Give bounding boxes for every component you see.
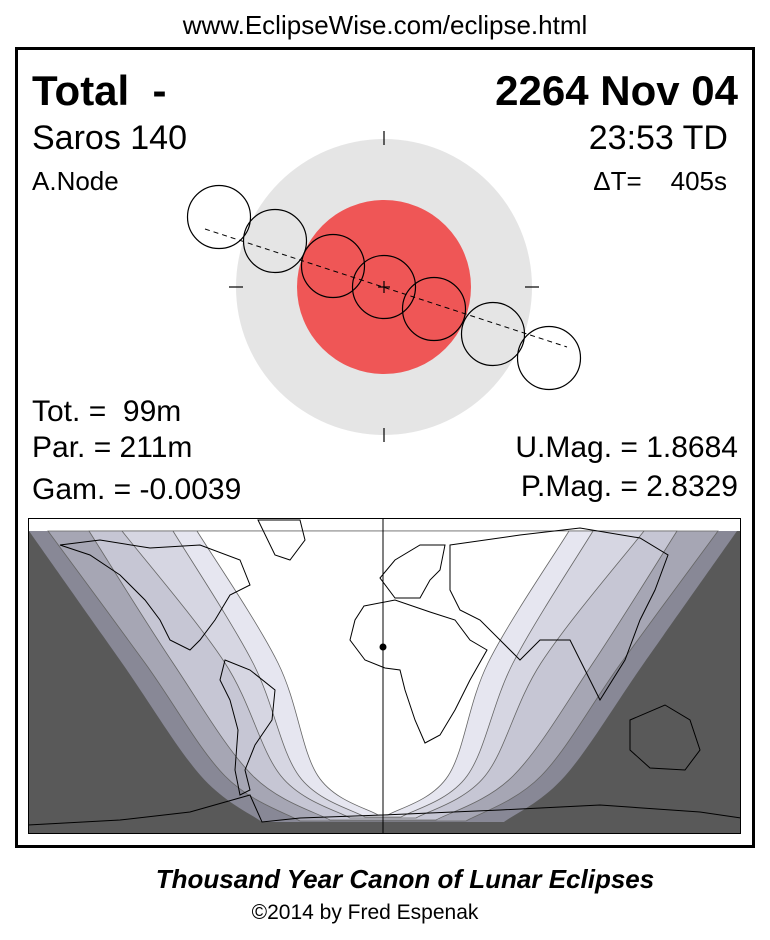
australia bbox=[629, 704, 701, 771]
coastlines bbox=[28, 519, 741, 826]
moon-positions bbox=[186, 184, 582, 391]
antarctica bbox=[28, 794, 741, 826]
source-url: www.EclipseWise.com/eclipse.html bbox=[182, 10, 588, 40]
eclipse-shadow-diagram bbox=[186, 131, 582, 442]
partial-duration: Par. = 211m bbox=[32, 431, 193, 464]
moon-position-2 bbox=[242, 208, 308, 274]
eclipse-date: 2264 Nov 04 bbox=[495, 67, 738, 114]
gamma: Gam. = -0.0039 bbox=[32, 473, 242, 506]
umbral-magnitude: U.Mag. = 1.8684 bbox=[515, 431, 738, 464]
delta-t: ΔT= 405s bbox=[593, 166, 727, 196]
eclipse-frame bbox=[15, 47, 755, 848]
greenland bbox=[257, 519, 306, 561]
moon-position-7 bbox=[516, 325, 582, 391]
eclipse-type: Total - bbox=[32, 67, 167, 114]
moon-position-5 bbox=[401, 276, 467, 342]
saros-number: Saros 140 bbox=[32, 119, 187, 157]
north-america bbox=[59, 539, 251, 651]
moon-position-1 bbox=[186, 184, 252, 250]
moon-path-line bbox=[204, 228, 568, 348]
greatest-eclipse-point bbox=[379, 643, 387, 651]
axis-ticks bbox=[229, 131, 539, 442]
eclipse-time: 23:53 TD bbox=[588, 119, 728, 157]
canon-title: Thousand Year Canon of Lunar Eclipses bbox=[155, 864, 655, 894]
europe bbox=[379, 544, 446, 599]
south-america bbox=[219, 659, 276, 796]
visibility-map bbox=[28, 518, 741, 834]
moon-position-4 bbox=[351, 254, 417, 320]
copyright: ©2014 by Fred Espenak bbox=[251, 901, 479, 924]
penumbral-magnitude: P.Mag. = 2.8329 bbox=[520, 470, 738, 503]
map-border bbox=[28, 518, 741, 834]
node: A.Node bbox=[32, 166, 119, 196]
moon-position-6 bbox=[460, 301, 526, 367]
totality-duration: Tot. = 99m bbox=[32, 395, 182, 428]
asia bbox=[449, 527, 669, 702]
africa bbox=[349, 599, 488, 744]
moon-position-3 bbox=[300, 233, 366, 299]
